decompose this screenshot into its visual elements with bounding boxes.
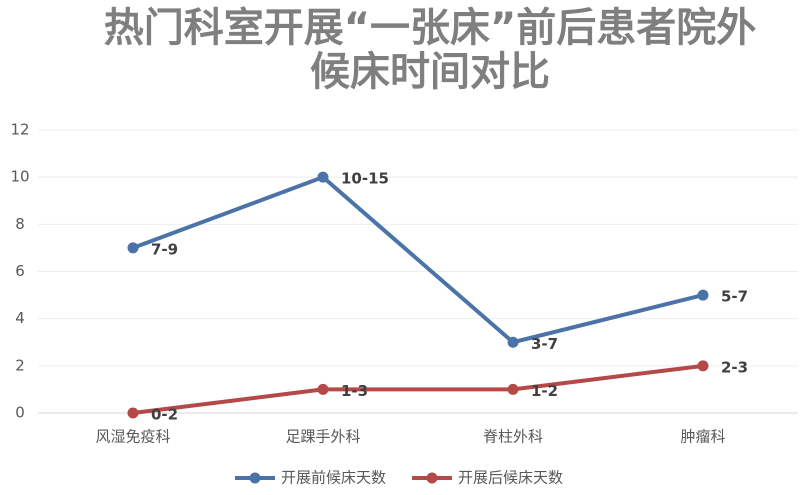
data-point (127, 242, 139, 254)
data-label: 2-3 (721, 358, 748, 376)
legend-label: 开展前候床天数 (281, 469, 386, 487)
data-label: 3-7 (531, 335, 558, 353)
data-point (507, 336, 519, 348)
chart-title: 热门科室开展“一张床”前后患者院外候床时间对比 (103, 5, 757, 95)
y-tick-label: 2 (15, 356, 25, 374)
y-tick-label: 4 (15, 309, 25, 327)
y-tick-label: 12 (10, 121, 29, 139)
y-tick-label: 6 (15, 262, 25, 280)
x-tick-label: 脊柱外科 (483, 428, 543, 446)
legend-marker (426, 472, 438, 484)
y-tick-label: 8 (15, 215, 25, 233)
series-line (132, 175, 704, 345)
data-point (507, 383, 519, 395)
data-label: 1-2 (531, 382, 558, 400)
x-tick-label: 足踝手外科 (285, 428, 360, 446)
data-point (127, 407, 139, 419)
x-tick-label: 肿瘤科 (680, 428, 725, 446)
data-label: 0-2 (151, 406, 178, 424)
data-label: 7-9 (151, 240, 178, 258)
data-point (317, 383, 329, 395)
data-label: 10-15 (341, 170, 389, 188)
y-tick-label: 0 (15, 404, 25, 422)
x-tick-label: 风湿免疫科 (95, 428, 170, 446)
legend-marker (249, 472, 261, 484)
data-label: 5-7 (721, 288, 748, 306)
data-point (317, 171, 329, 183)
data-label: 1-3 (341, 382, 368, 400)
series-line (132, 363, 704, 415)
y-tick-label: 10 (10, 168, 29, 186)
legend-label: 开展后候床天数 (458, 469, 563, 487)
data-point (697, 289, 709, 301)
data-point (697, 360, 709, 372)
